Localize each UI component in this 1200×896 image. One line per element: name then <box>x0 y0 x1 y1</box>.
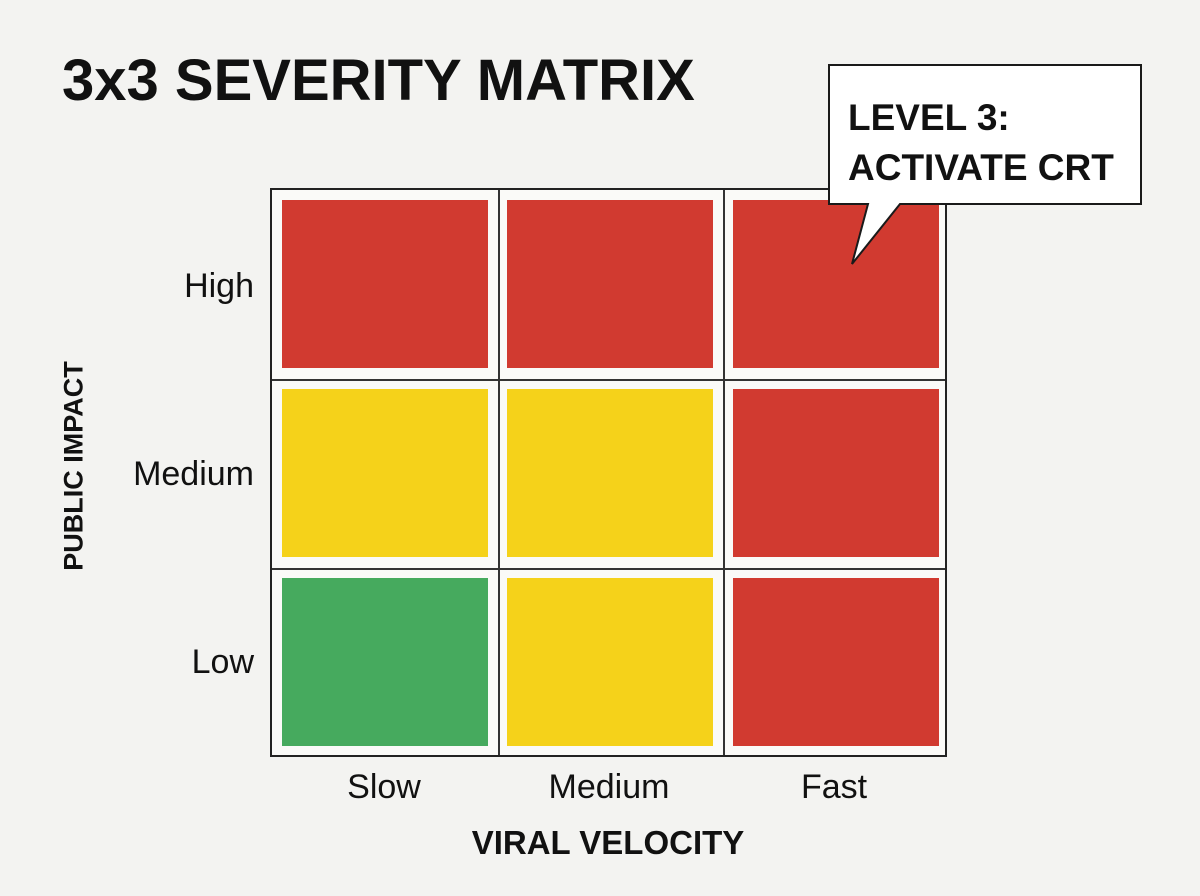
x-axis-title: VIRAL VELOCITY <box>471 824 745 861</box>
matrix-cell-medium-impact-medium-velocity <box>507 389 713 557</box>
row-label-medium: Medium <box>133 455 254 493</box>
matrix-cell-low-impact-slow-velocity <box>282 578 488 746</box>
col-label-slow: Slow <box>347 768 421 806</box>
matrix-cell-medium-impact-slow-velocity <box>282 389 488 557</box>
grid-divider-vertical <box>498 190 500 755</box>
y-axis-title: PUBLIC IMPACT <box>58 361 89 571</box>
row-label-low: Low <box>191 643 254 681</box>
matrix-cell-high-impact-medium-velocity <box>507 200 713 368</box>
matrix-cell-low-impact-medium-velocity <box>507 578 713 746</box>
grid-divider-horizontal <box>272 379 945 381</box>
row-label-high: High <box>184 267 254 305</box>
matrix-cell-high-impact-fast-velocity <box>733 200 939 368</box>
severity-grid <box>270 188 947 757</box>
matrix-cell-medium-impact-fast-velocity <box>733 389 939 557</box>
grid-divider-vertical <box>723 190 725 755</box>
page-title: 3x3 SEVERITY MATRIX <box>62 48 695 113</box>
matrix-cell-high-impact-slow-velocity <box>282 200 488 368</box>
matrix-cell-low-impact-fast-velocity <box>733 578 939 746</box>
callout-line-1: LEVEL 3: <box>848 97 1010 138</box>
col-label-medium: Medium <box>548 768 670 806</box>
callout-text: LEVEL 3: ACTIVATE CRT <box>848 93 1114 193</box>
grid-divider-horizontal <box>272 568 945 570</box>
callout-line-2: ACTIVATE CRT <box>848 147 1114 188</box>
col-label-fast: Fast <box>800 768 868 806</box>
